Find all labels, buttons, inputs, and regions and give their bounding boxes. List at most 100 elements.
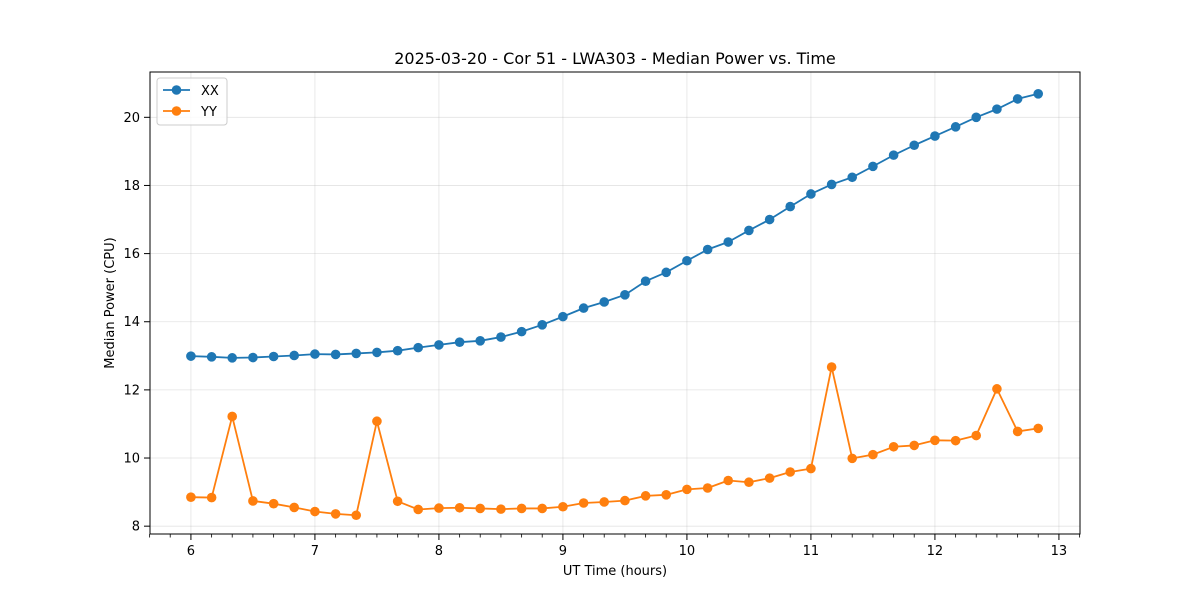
grid [150,72,1080,534]
data-point-yy [950,435,961,446]
legend-label-xx: XX [201,84,219,99]
data-point-xx [516,326,527,337]
data-point-yy [723,475,734,486]
x-tick-label: 7 [311,544,319,559]
x-tick-label: 6 [187,544,195,559]
x-tick-label: 13 [1051,544,1068,559]
data-point-yy [744,477,754,488]
data-point-yy [868,449,878,460]
x-tick-label: 11 [803,544,820,559]
data-point-xx [930,131,940,141]
data-point-xx [826,179,837,190]
x-tick-label: 10 [679,544,696,559]
data-point-yy [682,484,692,495]
data-point-yy [558,501,568,512]
data-point-xx [1033,89,1044,99]
data-point-xx [289,350,300,361]
x-axis: 6 7 8 9 10 11 12 13 [149,534,1081,559]
data-point-yy [620,495,630,506]
data-point-xx [888,150,899,160]
data-point-xx [227,353,238,363]
data-point-yy [227,411,238,422]
data-point-xx [351,348,362,359]
data-point-xx [992,104,1002,114]
data-point-xx [1012,94,1023,104]
x-tick-label: 9 [559,544,567,559]
data-point-xx [682,255,692,266]
data-point-xx [909,140,920,151]
data-point-yy [268,498,279,509]
y-tick-label: 10 [123,452,140,467]
data-point-yy [847,453,858,464]
data-point-xx [640,276,651,286]
data-point-yy [289,502,300,513]
data-point-yy [206,492,217,503]
data-point-yy [516,503,527,514]
series-xx [186,89,1044,363]
y-tick-label: 12 [123,383,140,398]
data-point-xx [578,303,589,313]
data-point-xx [806,189,816,199]
data-point-yy [351,510,362,521]
x-tick-label: 12 [927,544,944,559]
data-point-yy [764,473,775,483]
legend-marker-xx [171,85,182,95]
data-point-yy [537,503,548,514]
data-point-xx [723,237,734,247]
data-point-yy [909,440,920,451]
data-point-xx [206,352,217,362]
data-point-yy [702,483,713,493]
data-point-yy [496,504,506,514]
x-axis-label: UT Time (hours) [563,564,667,579]
data-point-yy [330,509,341,519]
data-point-xx [661,267,672,278]
y-axis-label: Median Power (CPU) [103,237,118,368]
data-point-xx [599,297,610,307]
x-tick-label: 8 [435,544,443,559]
data-point-yy [806,463,816,474]
data-point-yy [248,496,258,506]
data-point-yy [888,441,899,452]
series-layer [186,89,1044,521]
data-point-xx [248,352,258,363]
chart-title: 2025-03-20 - Cor 51 - LWA303 - Median Po… [394,49,836,68]
y-tick-label: 14 [123,315,140,330]
y-tick-label: 18 [123,179,140,194]
data-point-xx [785,201,796,212]
data-point-xx [950,122,961,132]
data-point-xx [537,320,548,330]
data-point-xx [186,351,196,361]
data-point-xx [454,337,465,347]
data-point-yy [1012,426,1023,437]
data-point-yy [661,490,672,500]
data-point-yy [578,498,589,508]
data-point-xx [620,290,630,300]
data-point-xx [496,332,506,342]
y-tick-label: 8 [132,520,140,535]
data-point-xx [310,349,320,359]
data-point-yy [413,504,424,515]
data-point-xx [372,347,382,358]
data-point-xx [971,112,982,123]
data-point-xx [744,225,754,236]
plot-frame [149,71,1081,535]
data-point-yy [454,502,465,513]
data-point-xx [847,172,858,183]
data-point-yy [785,467,796,477]
data-point-xx [475,336,486,346]
data-point-xx [268,351,279,362]
data-point-yy [186,492,196,503]
data-point-yy [434,503,444,513]
data-point-yy [971,430,982,441]
data-point-xx [392,345,403,356]
y-tick-label: 16 [123,247,140,262]
y-tick-label: 20 [123,111,140,126]
data-point-yy [392,496,403,507]
legend-label-yy: YY [200,105,217,120]
data-point-yy [599,497,610,507]
data-point-xx [558,311,568,322]
data-point-yy [640,491,651,501]
data-point-xx [434,340,444,350]
data-point-yy [1033,423,1044,434]
